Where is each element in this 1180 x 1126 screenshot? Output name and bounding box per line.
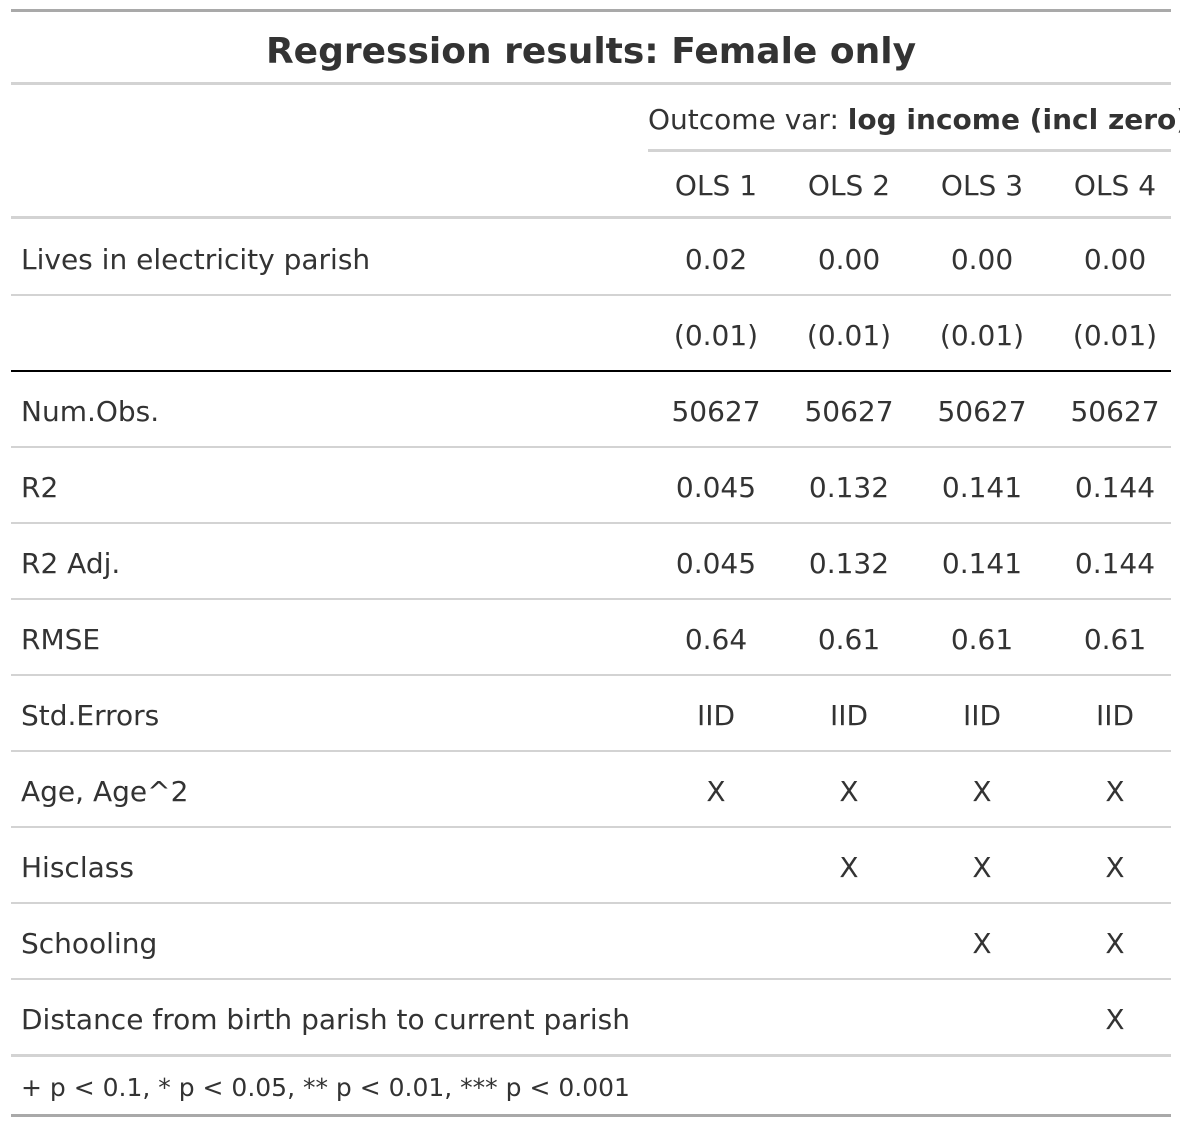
table-cell: X (1105, 1003, 1125, 1036)
column-header: OLS 2 (807, 169, 891, 202)
table-cell: X (1105, 851, 1125, 884)
table-cell: 50627 (671, 395, 761, 428)
table-cell: (0.01) (1072, 319, 1158, 352)
column-header: OLS 4 (1073, 169, 1157, 202)
footnote-rule (11, 1054, 1171, 1057)
row-label: Std.Errors (21, 699, 160, 732)
table-cell: 0.02 (684, 243, 748, 276)
table-cell: IID (696, 699, 736, 732)
table-title: Regression results: Female only (265, 31, 917, 72)
column-header: OLS 1 (674, 169, 758, 202)
row-label: Lives in electricity parish (21, 243, 371, 276)
table-cell: 0.144 (1074, 547, 1156, 580)
table-cell: (0.01) (939, 319, 1025, 352)
table-cell: IID (962, 699, 1002, 732)
row-label: Age, Age^2 (21, 775, 189, 808)
table-cell: 0.141 (941, 471, 1023, 504)
row-divider (11, 446, 1171, 448)
row-divider (11, 522, 1171, 524)
table-cell: IID (829, 699, 869, 732)
table-cell: 0.00 (950, 243, 1014, 276)
row-label: Schooling (21, 927, 158, 960)
row-label: R2 (21, 471, 59, 504)
table-cell: 0.132 (808, 547, 890, 580)
table-cell: X (1105, 775, 1125, 808)
row-divider (11, 674, 1171, 676)
table-cell: 50627 (1070, 395, 1160, 428)
table-cell: (0.01) (673, 319, 759, 352)
table-row: Lives in electricity parish 0.02 0.00 0.… (11, 222, 1171, 298)
table-row: Hisclass X X X (11, 830, 1171, 906)
table-row: RMSE 0.64 0.61 0.61 0.61 (11, 602, 1171, 678)
table-cell: X (972, 851, 992, 884)
table-row: (0.01) (0.01) (0.01) (0.01) (11, 298, 1171, 374)
table-row: R2 Adj. 0.045 0.132 0.141 0.144 (11, 526, 1171, 602)
body-stats-divider (11, 370, 1171, 372)
row-divider (11, 750, 1171, 752)
table-row: Num.Obs. 50627 50627 50627 50627 (11, 374, 1171, 450)
table-row: Distance from birth parish to current pa… (11, 982, 1171, 1058)
table-cell (783, 982, 915, 1058)
table-cell (650, 982, 782, 1058)
table-cell: X (1105, 927, 1125, 960)
row-label: Num.Obs. (21, 395, 160, 428)
row-divider (11, 294, 1171, 296)
spanner-prefix: Outcome var: (648, 103, 848, 136)
table-cell: 0.00 (1083, 243, 1147, 276)
table-cell: 0.141 (941, 547, 1023, 580)
column-header-row: OLS 1 OLS 2 OLS 3 OLS 4 (11, 148, 1171, 224)
header-rule (11, 216, 1171, 219)
table-cell: IID (1095, 699, 1135, 732)
table-row: R2 0.045 0.132 0.141 0.144 (11, 450, 1171, 526)
bottom-rule (11, 1114, 1171, 1117)
table-row: Schooling X X (11, 906, 1171, 982)
significance-footnote: + p < 0.1, * p < 0.05, ** p < 0.01, *** … (21, 1073, 630, 1102)
row-label: RMSE (21, 623, 101, 656)
table-cell: 0.61 (1083, 623, 1147, 656)
row-label: Hisclass (21, 851, 134, 884)
table-cell: 50627 (937, 395, 1027, 428)
row-divider (11, 902, 1171, 904)
table-cell: 0.64 (684, 623, 748, 656)
spanner-outcome: log income (incl zero) (847, 103, 1180, 136)
table-row: Std.Errors IID IID IID IID (11, 678, 1171, 754)
table-cell: X (972, 927, 992, 960)
title-rule (11, 82, 1171, 85)
table-cell (650, 906, 782, 982)
table-cell (916, 982, 1048, 1058)
column-spanner: Outcome var: log income (incl zero) (648, 98, 1180, 142)
table-cell: X (972, 775, 992, 808)
row-divider (11, 598, 1171, 600)
table-cell (783, 906, 915, 982)
table-cell: 0.144 (1074, 471, 1156, 504)
table-cell: X (839, 775, 859, 808)
table-row: Age, Age^2 X X X X (11, 754, 1171, 830)
table-cell: X (706, 775, 726, 808)
table-cell: 0.61 (950, 623, 1014, 656)
table-cell: 0.61 (817, 623, 881, 656)
table-cell: 0.00 (817, 243, 881, 276)
table-cell (650, 830, 782, 906)
table-cell: 0.045 (675, 471, 757, 504)
table-cell: 0.045 (675, 547, 757, 580)
table-cell: 0.132 (808, 471, 890, 504)
row-divider (11, 826, 1171, 828)
table-cell: 50627 (804, 395, 894, 428)
row-divider (11, 978, 1171, 980)
table-cell: (0.01) (806, 319, 892, 352)
row-label: Distance from birth parish to current pa… (21, 1003, 631, 1036)
column-header: OLS 3 (940, 169, 1024, 202)
spanner-rule (648, 149, 1171, 152)
top-rule (11, 9, 1171, 12)
table-cell: X (839, 851, 859, 884)
row-label: R2 Adj. (21, 547, 121, 580)
